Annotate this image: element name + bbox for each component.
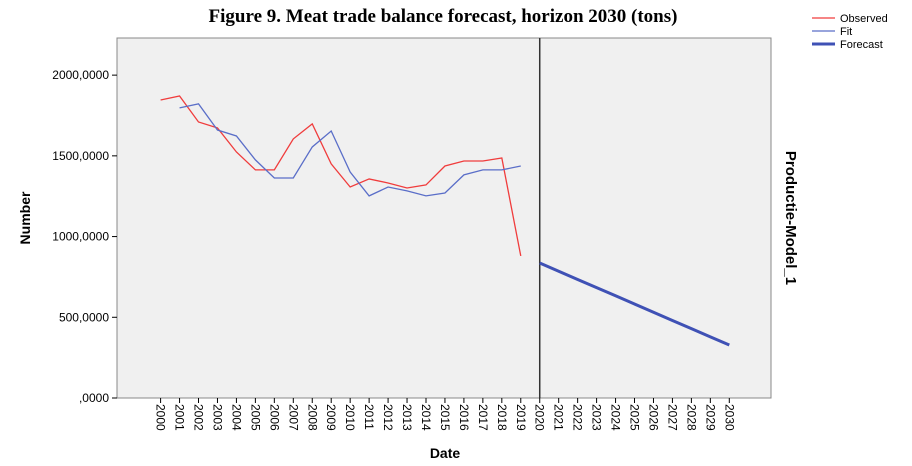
- x-tick-label: 2030: [722, 404, 736, 431]
- x-tick-label: 2015: [438, 404, 452, 431]
- x-tick-label: 2022: [571, 404, 585, 431]
- series-line: [160, 95, 522, 257]
- x-tick-label: 2018: [495, 404, 509, 431]
- x-tick-label: 2004: [229, 404, 243, 431]
- legend-label: Fit: [840, 26, 852, 38]
- x-tick-label: 2009: [324, 404, 338, 431]
- x-tick-label: 2029: [703, 404, 717, 431]
- x-tick-label: 2024: [609, 404, 623, 431]
- x-tick-label: 2013: [400, 404, 414, 431]
- x-tick-label: 2002: [192, 404, 206, 431]
- x-tick-label: 2008: [305, 404, 319, 431]
- y-tick-label: 1500,0000: [52, 149, 109, 163]
- x-tick-label: 2017: [476, 404, 490, 431]
- chart-title: Figure 9. Meat trade balance forecast, h…: [209, 6, 678, 27]
- x-tick-label: 2010: [343, 404, 357, 431]
- legend-label: Observed: [840, 13, 888, 25]
- x-tick-label: 2000: [154, 404, 168, 431]
- x-tick-label: 2006: [267, 404, 281, 431]
- y-axis-title: Number: [17, 191, 33, 244]
- x-tick-label: 2012: [381, 404, 395, 431]
- side-label: Productie-Model_1: [782, 151, 799, 285]
- x-tick-label: 2027: [665, 404, 679, 431]
- x-tick-label: 2016: [457, 404, 471, 431]
- x-tick-label: 2026: [646, 404, 660, 431]
- x-tick-label: 2007: [286, 404, 300, 431]
- y-tick-label: 500,0000: [59, 310, 109, 324]
- y-tick-label: 2000,0000: [52, 68, 109, 82]
- x-tick-label: 2028: [684, 404, 698, 431]
- series-line: [539, 261, 730, 347]
- x-tick-label: 2019: [514, 404, 528, 431]
- x-tick-label: 2011: [362, 404, 376, 430]
- x-tick-label: 2025: [628, 404, 642, 431]
- x-tick-label: 2001: [173, 404, 187, 431]
- x-tick-label: 2020: [533, 404, 547, 431]
- legend-label: Forecast: [840, 39, 883, 51]
- y-tick-label: 1000,0000: [52, 230, 109, 244]
- x-tick-label: 2021: [552, 404, 566, 431]
- x-tick-label: 2023: [590, 404, 604, 431]
- x-tick-label: 2003: [210, 404, 224, 431]
- x-axis-title: Date: [430, 445, 461, 461]
- x-tick-label: 2014: [419, 404, 433, 431]
- x-tick-label: 2005: [248, 404, 262, 431]
- plot-area: [116, 37, 772, 399]
- y-tick-label: ,0000: [79, 391, 109, 405]
- series-line: [179, 103, 521, 197]
